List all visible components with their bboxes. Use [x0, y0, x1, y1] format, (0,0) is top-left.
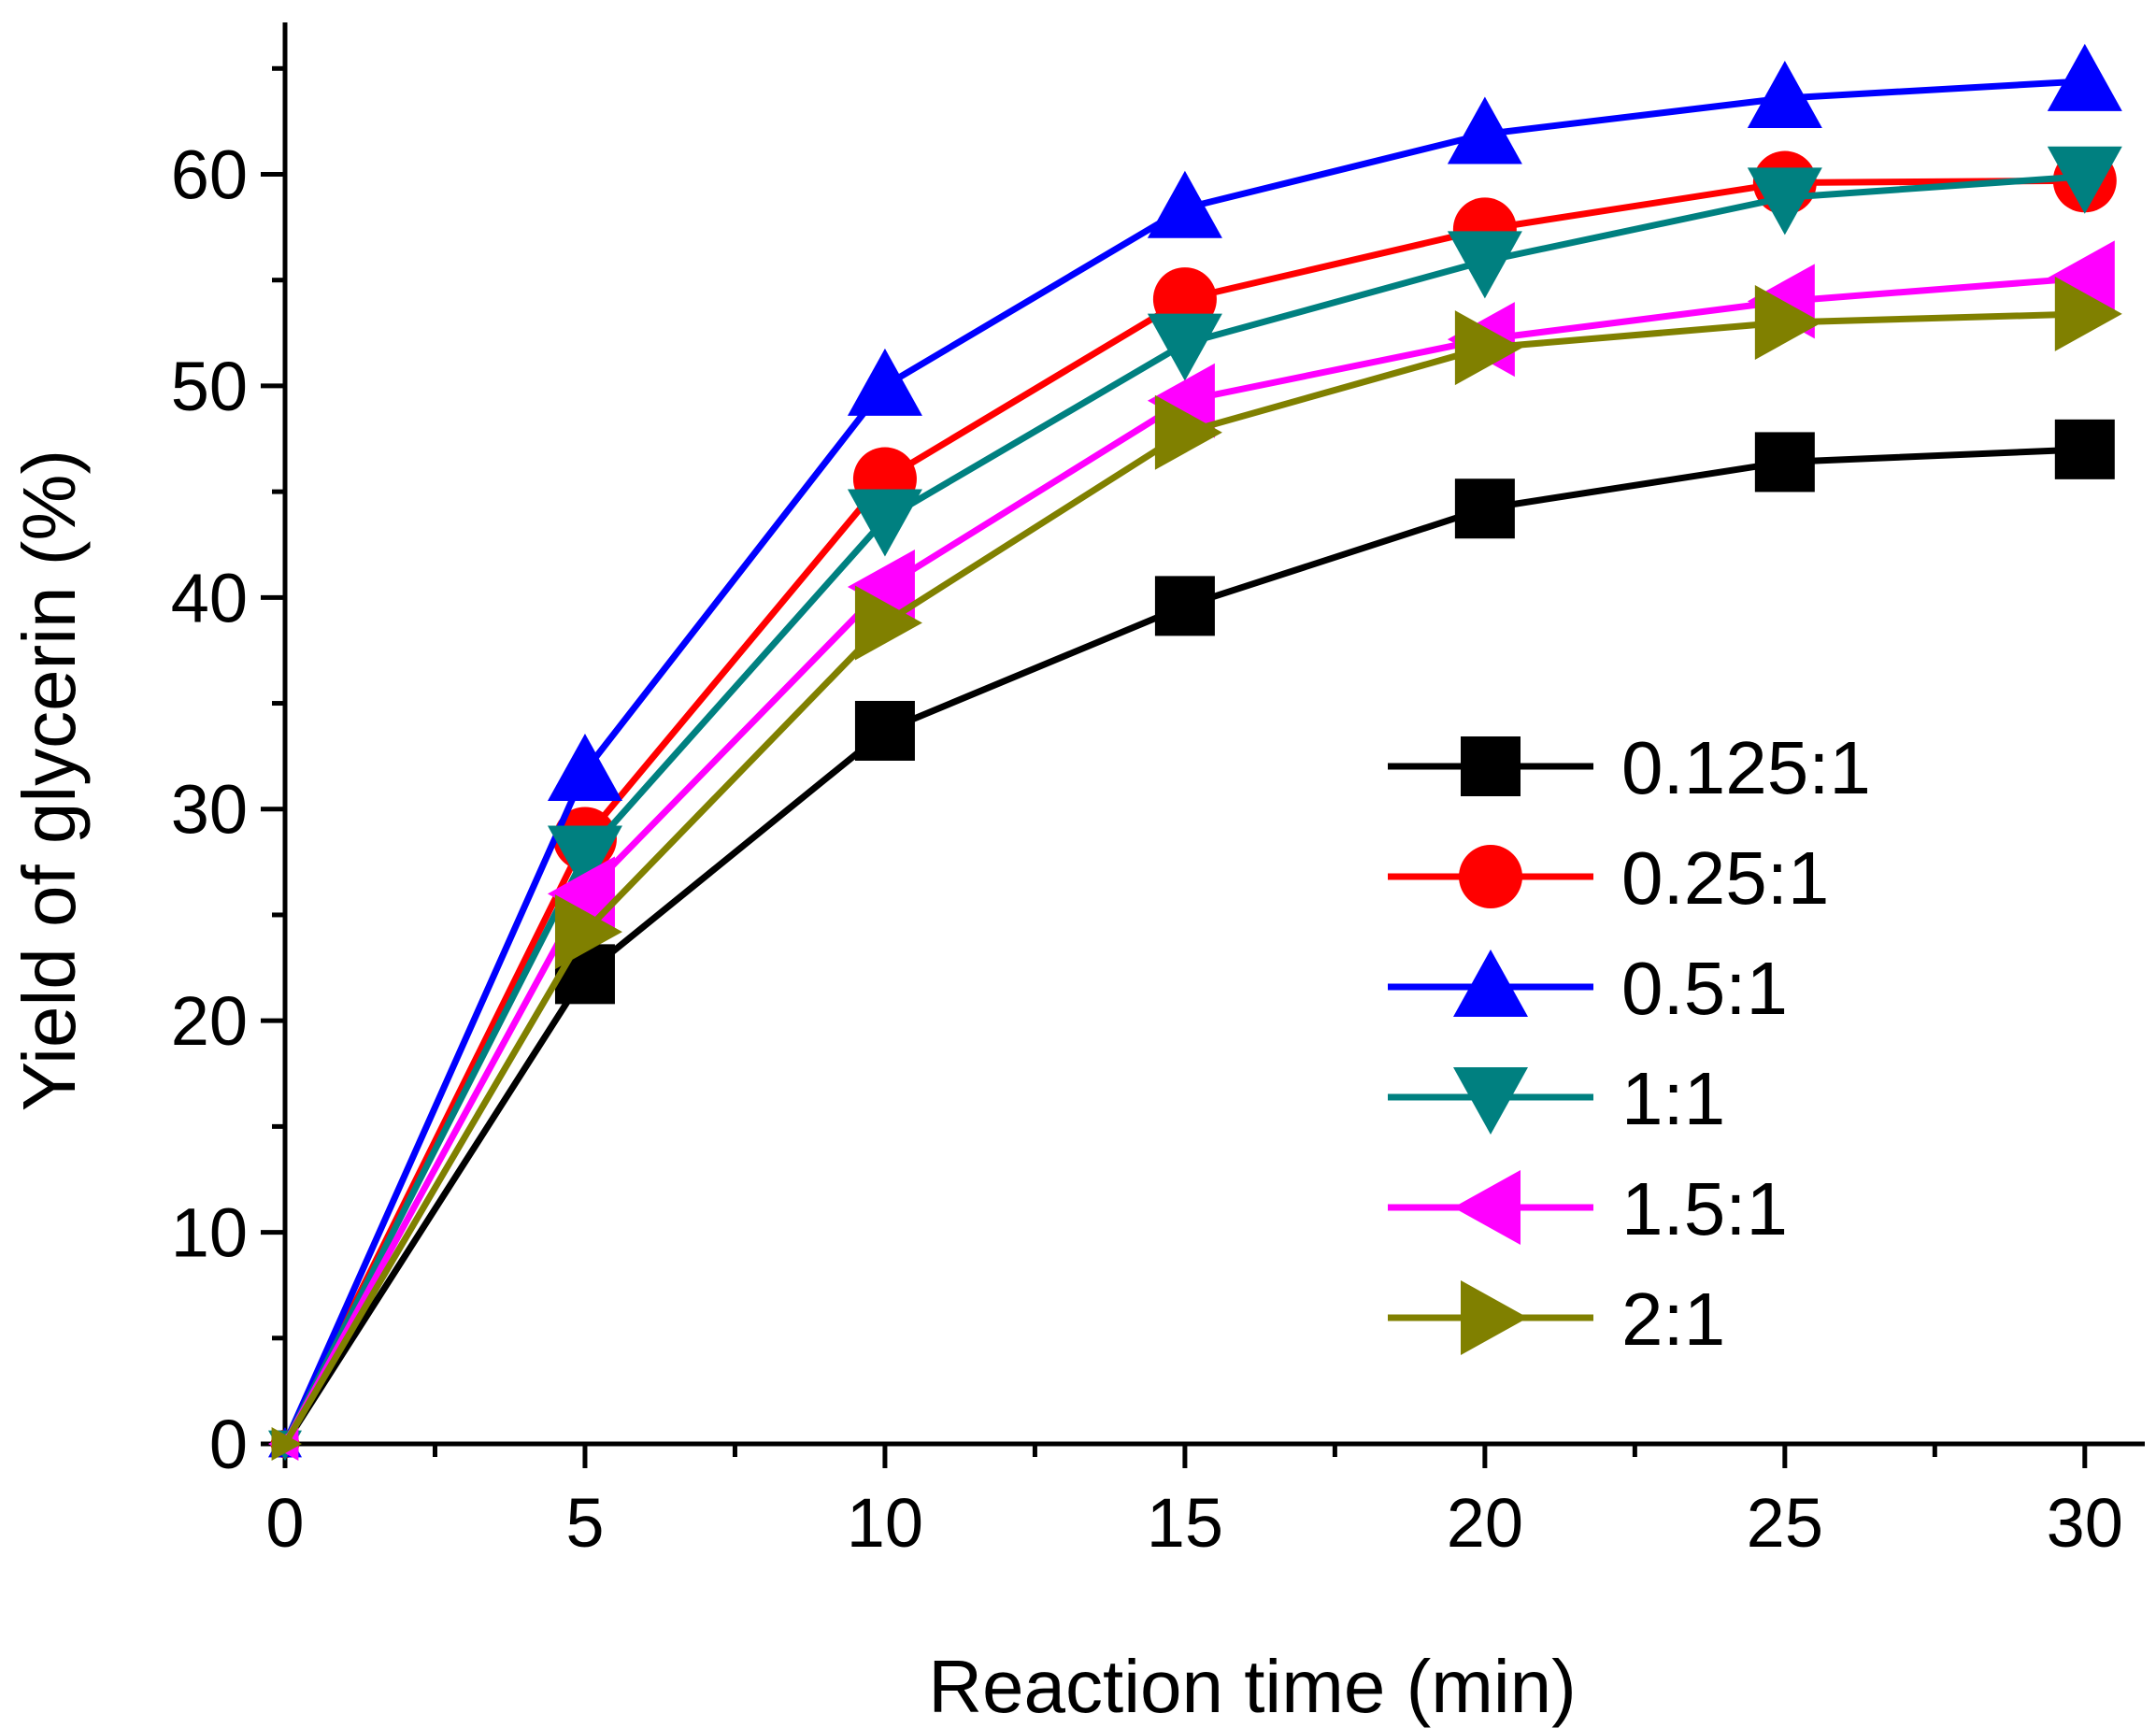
data-point: [1147, 170, 1222, 238]
legend-label: 0.125:1: [1621, 726, 1871, 809]
data-point: [2047, 240, 2115, 316]
data-point: [1747, 60, 1822, 128]
data-point: [1754, 432, 1815, 493]
y-tick-label: 40: [171, 559, 248, 636]
legend: 0.125:1 0.25:1 0.5:1 1:1 1.5:1 2:1: [1388, 726, 1871, 1361]
legend-label: 1:1: [1621, 1057, 1725, 1140]
y-tick-label: 10: [171, 1194, 248, 1272]
data-point: [1154, 576, 1215, 636]
y-axis-title: Yield of glycerin (%): [7, 450, 91, 1111]
y-tick-label: 20: [171, 982, 248, 1060]
y-tick-label: 60: [171, 136, 248, 213]
legend-item: 1:1: [1388, 1057, 1725, 1140]
legend-label: 0.5:1: [1621, 947, 1788, 1030]
series-0.5:1: [268, 43, 2122, 1458]
legend-label: 0.25:1: [1621, 836, 1829, 920]
legend-marker: [1459, 845, 1522, 908]
data-point: [1454, 478, 1515, 539]
axes: 0 5 10 15 20 25 30 0 10 20 30 40 50 60: [171, 22, 2145, 1562]
legend-item: 1.5:1: [1388, 1167, 1788, 1250]
data-point: [847, 489, 922, 557]
data-point: [2054, 276, 2122, 351]
legend-label: 1.5:1: [1621, 1167, 1788, 1250]
x-axis-title: Reaction time (min): [928, 1645, 1577, 1728]
x-tick-label: 0: [265, 1484, 304, 1562]
legend-marker: [1453, 1067, 1528, 1135]
x-tick-label: 10: [847, 1484, 923, 1562]
data-point: [1447, 96, 1522, 164]
legend-item: 2:1: [1388, 1278, 1725, 1361]
x-tick-label: 5: [565, 1484, 604, 1562]
y-tick-label: 50: [171, 348, 248, 425]
x-tick-label: 15: [1147, 1484, 1223, 1562]
legend-marker: [1453, 950, 1528, 1017]
data-point: [847, 348, 922, 416]
data-point: [547, 825, 622, 893]
data-point: [271, 1427, 302, 1461]
y-tick-label: 0: [209, 1406, 248, 1483]
series-1:1: [268, 146, 2122, 1461]
legend-label: 2:1: [1621, 1278, 1725, 1361]
plot-area: [268, 43, 2122, 1461]
data-point: [1154, 394, 1222, 470]
legend-item: 0.5:1: [1388, 947, 1788, 1030]
series-0.125:1: [271, 419, 2115, 1458]
data-point: [1447, 231, 1522, 299]
data-point: [854, 585, 922, 661]
legend-marker: [1461, 736, 1521, 796]
x-tick-label: 30: [2047, 1484, 2123, 1562]
data-point: [1147, 313, 1222, 381]
y-tick-label: 30: [171, 771, 248, 849]
data-point: [1454, 310, 1522, 386]
data-point: [547, 856, 615, 932]
series-2:1: [271, 276, 2122, 1461]
data-point: [554, 894, 622, 970]
data-point: [854, 700, 915, 761]
legend-item: 0.125:1: [1388, 726, 1871, 809]
data-point: [847, 550, 915, 625]
data-point: [2054, 419, 2115, 479]
legend-item: 0.25:1: [1388, 836, 1829, 920]
data-point: [547, 733, 622, 801]
x-tick-label: 25: [1747, 1484, 1823, 1562]
legend-marker: [1453, 1170, 1521, 1245]
data-point: [1747, 167, 1822, 236]
data-point: [1754, 284, 1822, 360]
data-point: [2047, 43, 2122, 111]
data-point: [2047, 146, 2122, 214]
x-tick-label: 20: [1447, 1484, 1523, 1562]
legend-marker: [1461, 1280, 1528, 1355]
